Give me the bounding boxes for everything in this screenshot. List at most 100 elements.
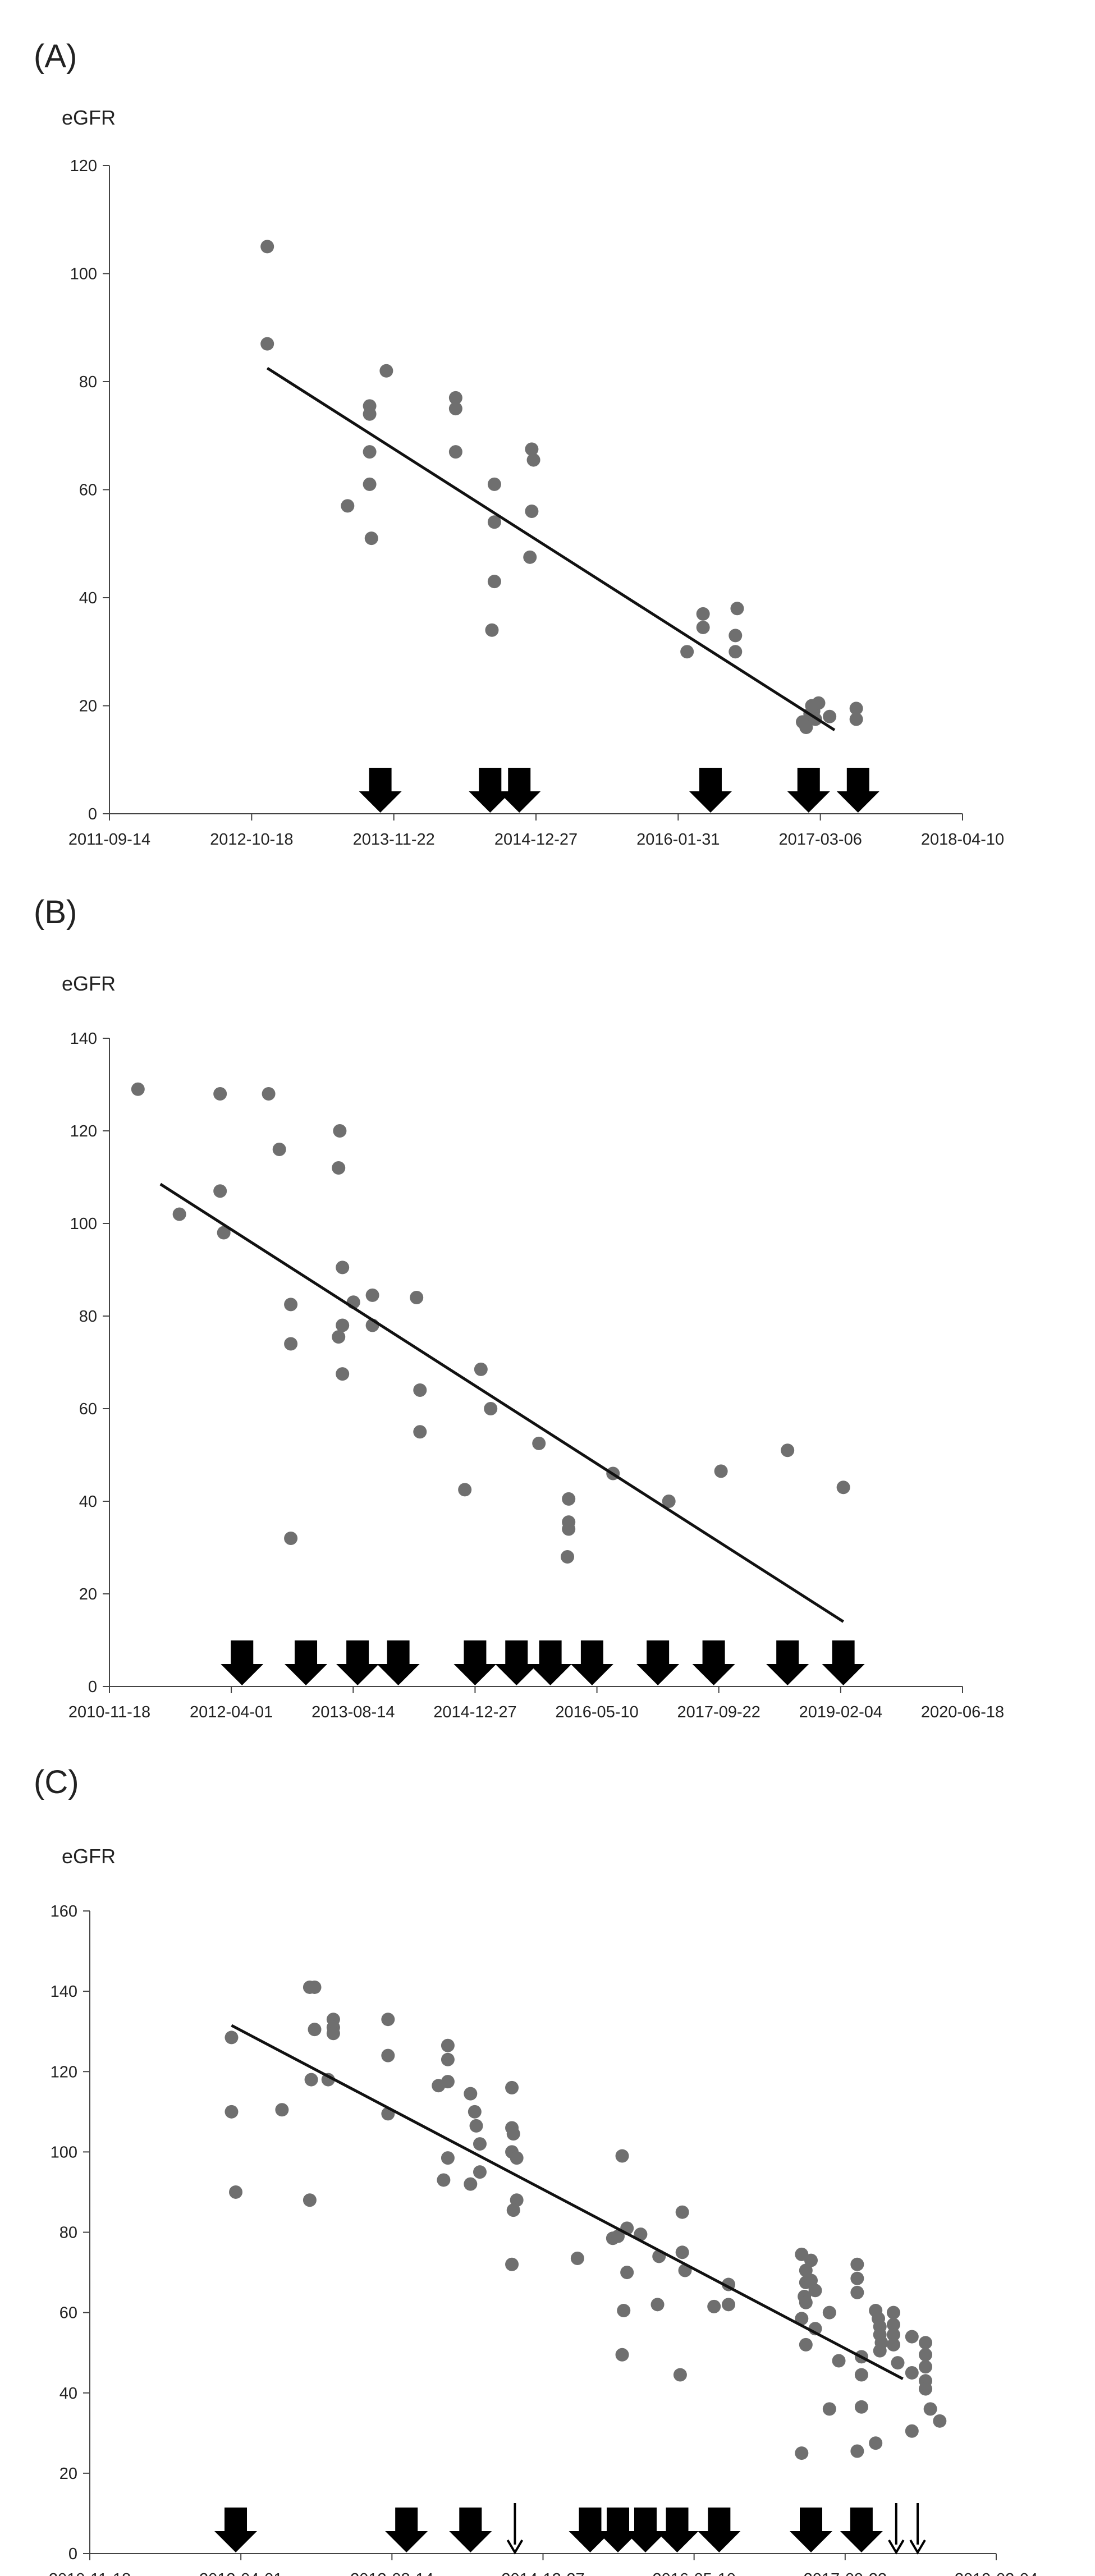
x-tick-label: 2019-02-04 [799,1703,882,1721]
data-point [836,1480,850,1495]
axes [103,165,963,821]
data-point [448,445,462,459]
event-arrows [221,1640,865,1685]
y-tick-label: 80 [59,2224,77,2242]
data-point [172,1207,186,1221]
event-arrow [377,1640,420,1685]
y-tick-label: 140 [51,1983,77,2001]
data-point [891,2356,905,2370]
x-tick-labels: 2010-11-18 2012-04-01 2013-08-14 2014-12-27… [68,1703,1004,1721]
y-tick-label: 80 [79,373,97,391]
x-tick-label: 2016-01-31 [636,831,720,849]
data-point [680,645,694,659]
y-tick-label: 140 [70,1030,97,1048]
data-point [905,2366,919,2380]
y-axis-title: eGFR [62,972,116,995]
data-point [304,2073,318,2087]
event-arrow [569,2508,612,2552]
y-tick-label: 0 [68,2545,77,2563]
data-point [617,2304,631,2318]
panel-label: (B) [34,894,77,931]
y-tick-label: 100 [70,1215,97,1233]
data-point [570,2252,584,2266]
event-arrow [597,2508,640,2552]
data-point [506,2203,520,2217]
data-point [284,1337,298,1351]
data-point [448,402,462,416]
data-point [225,2030,239,2045]
data-point [336,1261,350,1275]
data-point [886,2327,900,2341]
event-arrow [689,768,732,813]
data-point [808,2284,822,2298]
data-point [272,1143,286,1156]
data-points [260,240,863,734]
y-tick-label: 20 [59,2465,77,2483]
data-point [886,2337,900,2352]
event-arrow [449,2508,492,2552]
data-point [363,407,377,421]
data-point [673,2368,687,2382]
data-point [729,629,743,643]
event-arrow [469,768,512,813]
data-point [905,2424,919,2438]
y-tick-label: 160 [51,1903,77,1920]
data-point [919,2348,933,2362]
y-tick-label: 100 [70,265,97,283]
data-point [615,2149,629,2163]
event-arrow [790,2508,833,2552]
data-point [326,2027,340,2041]
data-point [321,2073,335,2087]
x-tick-labels: 2010-11-18 2012-04-01 2013-08-14 2014-12-27… [49,2570,1038,2576]
data-point [849,702,863,716]
data-point [379,364,393,378]
y-tick-label: 40 [79,589,97,607]
axes [103,1038,963,1693]
data-point [850,2271,864,2285]
data-point [213,1184,227,1198]
data-point [487,515,501,529]
panel-label: (A) [34,38,77,75]
data-point [487,477,501,491]
data-point [873,2344,887,2358]
trendline [231,2024,904,2380]
data-point [308,2023,322,2037]
trendline [159,1182,844,1623]
data-point [363,445,377,459]
data-point [336,1367,350,1381]
event-arrow-thin [909,2539,926,2555]
data-point [611,2229,625,2243]
event-arrow [453,1640,497,1685]
trendline [266,366,836,731]
data-point [363,477,377,491]
event-arrow [570,1640,613,1685]
data-point [505,2257,519,2271]
data-point [458,1483,472,1497]
data-point [905,2330,919,2344]
data-point [468,2105,482,2119]
panel-c: (C) eGFR 0 20 40 60 80 100 120 140 160 2010-11-1… [34,1764,1038,2576]
data-point [662,1495,676,1508]
data-point [525,505,539,518]
data-point [484,1402,498,1415]
x-tick-label: 2012-10-18 [210,831,293,849]
data-point [341,499,355,513]
data-point [213,1087,227,1101]
data-point [714,1464,728,1478]
x-tick-labels: 2011-09-14 2012-10-18 2013-11-22 2014-12-27… [68,831,1004,849]
y-tick-label: 120 [51,2063,77,2081]
data-point [650,2298,665,2312]
event-arrow [529,1640,572,1685]
data-point [850,2285,864,2299]
data-point [886,2305,900,2320]
data-point [562,1492,576,1506]
event-arrow [822,1640,865,1685]
data-point [487,575,501,589]
data-point [919,2382,933,2396]
data-point [381,2013,395,2027]
data-point [437,2173,451,2187]
trendline-group [231,2024,904,2380]
x-tick-label: 2019-02-04 [955,2570,1038,2576]
x-tick-label: 2014-12-27 [433,1703,516,1721]
data-point [364,531,378,546]
